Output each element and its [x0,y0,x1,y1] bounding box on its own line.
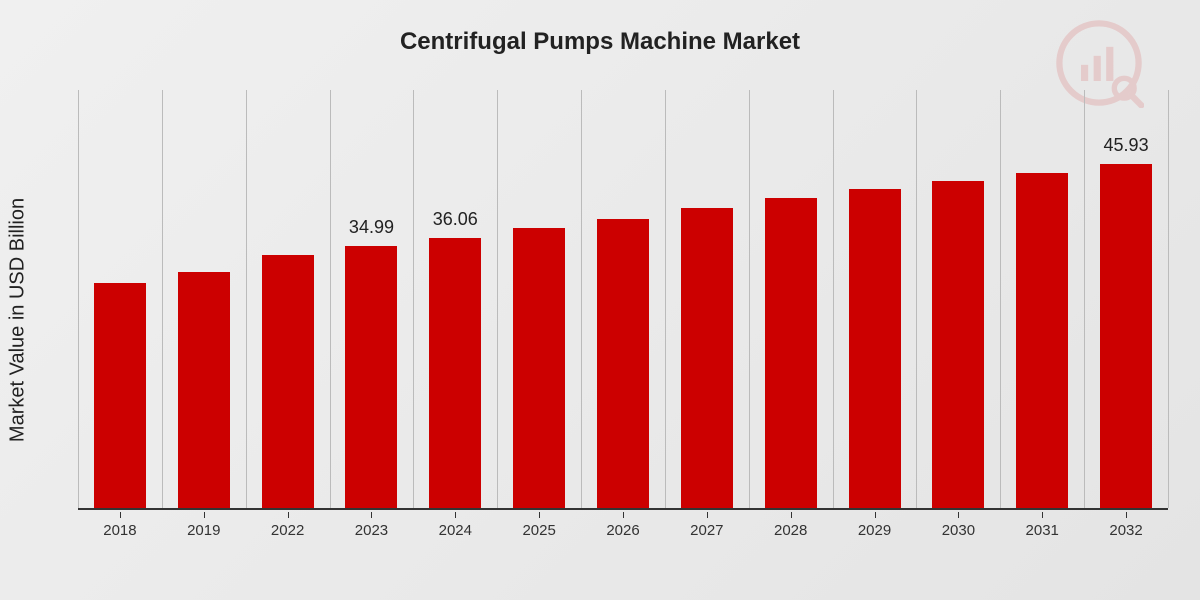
gridline-v [833,90,834,508]
x-tick [1042,512,1043,518]
x-tick [791,512,792,518]
bar: 45.93 [1100,164,1152,508]
bar [597,219,649,509]
x-tick [1126,512,1127,518]
x-axis-label: 2024 [439,522,472,539]
gridline-v [665,90,666,508]
bar [681,208,733,508]
x-axis-label: 2019 [187,522,220,539]
bar: 34.99 [345,246,397,508]
gridline-v [581,90,582,508]
x-tick [288,512,289,518]
x-axis-label: 2027 [690,522,723,539]
x-tick [539,512,540,518]
chart-area: Market Value in USD Billion 34.9936.0645… [48,90,1168,550]
bar [932,181,984,508]
x-tick [120,512,121,518]
bar [1016,173,1068,508]
bar: 36.06 [429,238,481,508]
bars-container: 34.99 36.06 45.93 [78,90,1168,508]
bar-value-label: 36.06 [433,209,478,230]
gridline-v [916,90,917,508]
gridline-v [1168,90,1169,508]
x-tick [371,512,372,518]
bar [849,189,901,508]
gridline-v [330,90,331,508]
x-tick [455,512,456,518]
gridline-v [1000,90,1001,508]
bar [94,283,146,508]
x-axis-label: 2030 [942,522,975,539]
x-axis-label: 2031 [1026,522,1059,539]
bar-value-label: 34.99 [349,217,394,238]
x-axis-label: 2028 [774,522,807,539]
x-tick [958,512,959,518]
bar [513,228,565,508]
bar-value-label: 45.93 [1104,135,1149,156]
gridline-v [162,90,163,508]
x-tick [204,512,205,518]
y-axis-label: Market Value in USD Billion [7,198,30,442]
plot-area: 34.99 36.06 45.93 [78,90,1168,510]
x-axis-label: 2018 [103,522,136,539]
x-axis-label: 2026 [606,522,639,539]
x-tick [875,512,876,518]
x-axis-label: 2022 [271,522,304,539]
bar [178,272,230,508]
x-tick [707,512,708,518]
x-axis-label: 2025 [522,522,555,539]
x-tick [623,512,624,518]
x-axis-label: 2029 [858,522,891,539]
x-axis-label: 2032 [1109,522,1142,539]
bar [262,255,314,508]
x-axis-labels: 2018 2019 2022 2023 2024 2025 2026 2027 2028 2029… [78,512,1168,542]
gridline-v [749,90,750,508]
gridline-v [246,90,247,508]
x-axis-label: 2023 [355,522,388,539]
gridline-v [1084,90,1085,508]
chart-title: Centrifugal Pumps Machine Market [0,0,1200,56]
gridline-v [413,90,414,508]
bar [765,198,817,508]
gridline-v [78,90,79,508]
gridline-v [497,90,498,508]
